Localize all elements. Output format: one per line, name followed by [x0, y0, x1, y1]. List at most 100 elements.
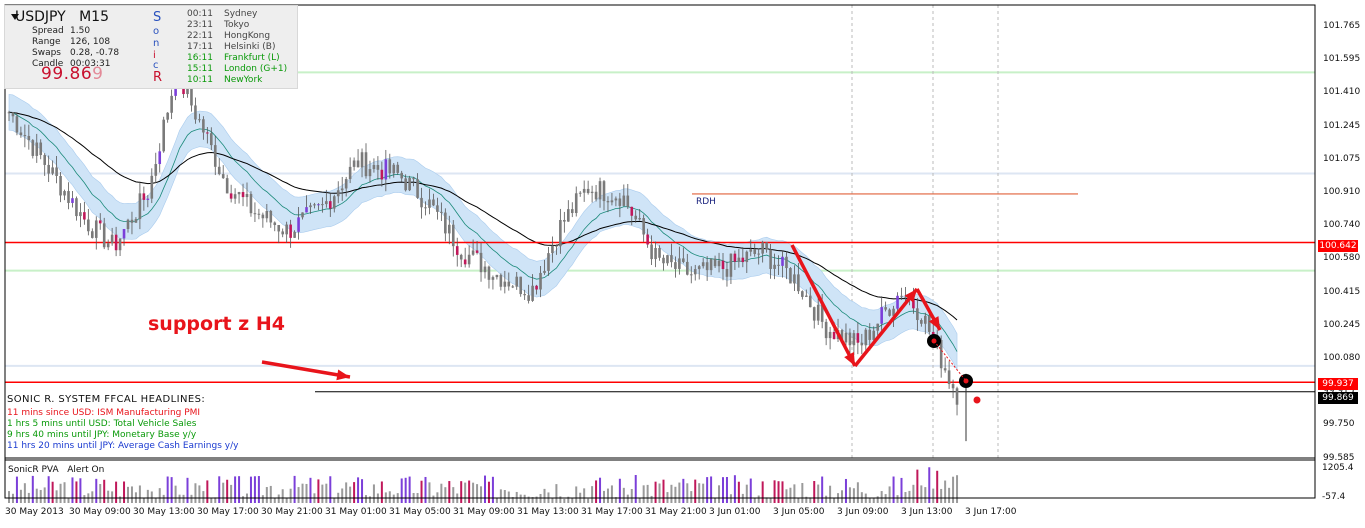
arrow-shaft	[853, 287, 919, 368]
candle-body	[332, 196, 336, 209]
candle-body	[213, 145, 217, 167]
sonic-letter: o	[153, 26, 160, 37]
volume-bar	[642, 485, 645, 503]
stat-candle: Candle 00:03:31	[32, 59, 111, 69]
candle-body	[51, 167, 54, 174]
candle-body	[114, 234, 118, 251]
volume-bar	[912, 484, 915, 503]
candle-body	[578, 192, 582, 194]
volume-bar	[372, 484, 375, 503]
volume-bar	[583, 488, 586, 503]
candle-body	[713, 258, 717, 267]
volume-bar	[249, 476, 252, 503]
arrow-head	[928, 316, 940, 330]
candle-body	[551, 245, 554, 254]
candle-body	[705, 262, 709, 271]
candle-body	[325, 201, 328, 205]
volume-bar	[130, 486, 133, 503]
candle-body	[793, 274, 796, 284]
volume-bar	[51, 481, 54, 503]
volume-bar	[563, 498, 566, 503]
volume-bar	[186, 477, 189, 503]
volume-bar	[31, 475, 34, 503]
candle-body	[662, 257, 665, 264]
volume-bar	[622, 487, 625, 503]
volume-bar	[79, 478, 82, 503]
volume-bar	[777, 481, 780, 503]
candle-body	[860, 342, 864, 346]
volume-bar	[361, 479, 364, 503]
volume-bar	[868, 497, 871, 503]
candle-body	[106, 243, 110, 248]
candle-body	[253, 213, 257, 215]
volume-bar	[737, 481, 740, 503]
candle-body	[808, 295, 812, 308]
candle-body	[495, 274, 499, 278]
volume-bar	[610, 485, 613, 503]
x-tick-label: 31 May 05:00	[389, 507, 451, 517]
volume-bar	[531, 497, 534, 503]
candle-body	[293, 231, 296, 238]
sonic-letter: n	[153, 38, 160, 49]
candle-body	[626, 195, 630, 207]
volume-bar	[103, 479, 106, 503]
volume-bar	[575, 486, 578, 503]
session-name: NewYork	[224, 75, 263, 85]
candle-body	[483, 266, 487, 273]
volume-bar	[388, 491, 391, 503]
volume-bar	[440, 483, 443, 503]
volume-bar	[91, 491, 94, 503]
candle-body	[574, 193, 578, 214]
volume-bar	[844, 478, 847, 503]
ema-line	[8, 111, 958, 352]
volume-bar	[234, 476, 237, 503]
candle-body	[269, 211, 273, 223]
candle-body	[424, 207, 427, 209]
volume-bar	[555, 484, 558, 503]
rdh-label: RDH	[696, 197, 716, 207]
x-tick-label: 3 Jun 13:00	[901, 507, 953, 517]
volume-bar	[8, 491, 10, 503]
volume-bar	[908, 490, 911, 503]
volume-bar	[261, 495, 264, 503]
volume-bar	[753, 498, 756, 503]
candle-body	[570, 209, 574, 214]
volume-bar	[321, 484, 324, 503]
candle-body	[122, 228, 126, 239]
volume-bar	[127, 486, 129, 503]
volume-bar	[503, 490, 506, 503]
y-tick-label: 99.585	[1323, 452, 1355, 463]
candle-body	[507, 281, 511, 287]
volume-bar	[182, 494, 185, 503]
volume-bar	[825, 495, 828, 503]
headline-item: 11 mins since USD: ISM Manufacturing PMI	[7, 408, 201, 418]
volume-bar	[297, 487, 300, 503]
candle-body	[233, 194, 237, 199]
price-badge-support: 99.937	[1318, 378, 1358, 390]
volume-bar	[285, 498, 288, 503]
volume-bar	[852, 488, 855, 503]
dropdown-arrow-icon[interactable]	[11, 14, 19, 20]
candle-body	[638, 218, 641, 220]
y-tick-label: 101.765	[1323, 21, 1361, 31]
candle-body	[844, 332, 848, 343]
volume-bar	[230, 484, 233, 503]
session-time: 00:11	[187, 9, 213, 19]
volume-bar	[634, 475, 637, 503]
candle-body	[515, 276, 519, 287]
candle-body	[618, 198, 622, 206]
candle-body	[289, 224, 292, 238]
sonic-letter: S	[153, 10, 162, 25]
volume-bar	[277, 494, 280, 503]
candle-body	[880, 307, 883, 324]
candle-body	[451, 224, 455, 247]
volume-bar	[190, 494, 193, 503]
x-tick-label: 31 May 17:00	[581, 507, 643, 517]
candle-body	[686, 261, 689, 275]
volume-bar	[841, 490, 843, 503]
candle-body	[753, 249, 757, 255]
candle-body	[535, 285, 538, 290]
volume-bar	[293, 475, 296, 503]
candle-body	[646, 234, 649, 245]
candle-body	[519, 276, 522, 295]
